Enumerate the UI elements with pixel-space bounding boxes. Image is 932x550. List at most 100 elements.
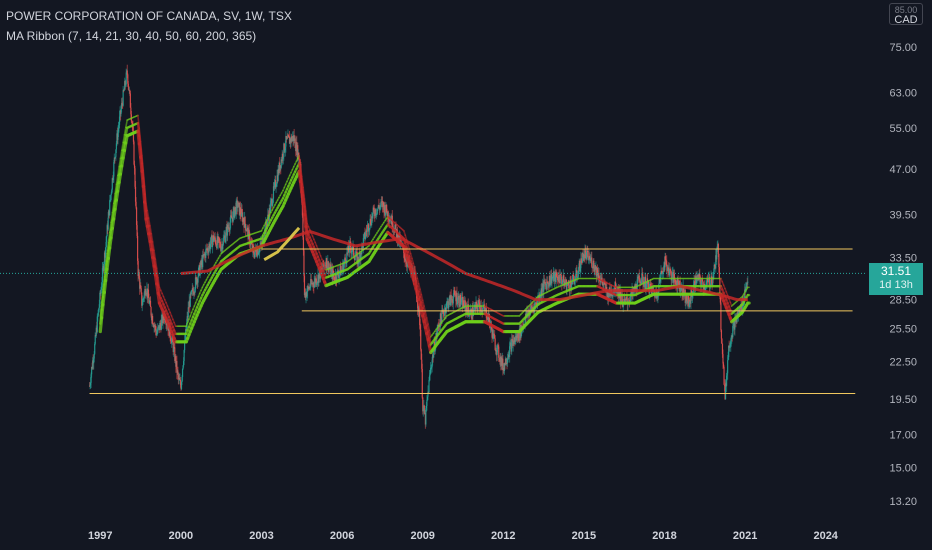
ma-fast-line — [145, 202, 149, 212]
candle-body — [726, 375, 728, 386]
candle-body — [92, 360, 94, 369]
time-axis[interactable]: 1997 2000 2003 2006 2009 2012 2015 2018 2021 2024 — [88, 530, 839, 542]
candle-body — [716, 246, 718, 250]
candle-body — [464, 300, 466, 304]
candle-body — [666, 261, 668, 267]
candle-body — [258, 247, 261, 253]
candle-body — [559, 274, 561, 284]
candle-body — [580, 258, 582, 269]
candle-body — [190, 290, 192, 295]
candle-body — [604, 283, 606, 285]
candle-body — [88, 385, 91, 387]
candle-body — [346, 252, 348, 254]
candle-body — [125, 72, 127, 85]
candle-body — [575, 273, 577, 280]
candle-body — [704, 288, 707, 290]
candle-body — [473, 307, 476, 309]
candle-body — [695, 275, 697, 284]
candle-body — [584, 250, 587, 253]
candle-body — [120, 109, 122, 115]
candle-body — [668, 267, 670, 276]
ma-fast-line — [120, 141, 124, 152]
ma-fast-line — [112, 207, 117, 221]
candle-body — [582, 252, 584, 255]
candle-body — [312, 282, 314, 286]
candle-body — [140, 285, 142, 289]
candle-body — [578, 267, 580, 272]
candle-body — [330, 269, 332, 276]
currency-badge[interactable]: 85.00 CAD — [889, 3, 923, 26]
candle-body — [244, 217, 246, 225]
candle-body — [420, 349, 422, 360]
candle-body — [674, 280, 677, 285]
candle-body — [272, 186, 275, 199]
price-tick-label: 75.00 — [889, 42, 917, 54]
candle-body — [124, 81, 126, 86]
candle-body — [287, 135, 290, 137]
candle-body — [258, 252, 260, 254]
ma-fast-line — [102, 279, 108, 295]
candle-body — [150, 306, 152, 316]
candle-body — [379, 205, 382, 207]
ma-fast-line — [150, 232, 154, 243]
candle-body — [730, 340, 732, 346]
candle-body — [592, 267, 594, 269]
candle-body — [677, 277, 679, 283]
indicator-title[interactable]: MA Ribbon (7, 14, 21, 30, 40, 50, 60, 20… — [6, 29, 257, 43]
ma-fast-line — [427, 323, 431, 332]
candle-body — [284, 150, 286, 152]
price-tick-label: 33.50 — [889, 252, 917, 264]
candle-body — [485, 308, 487, 318]
candle-body — [739, 306, 741, 314]
ma-fast-line — [119, 149, 123, 160]
candle-body — [577, 276, 579, 278]
candle-body — [125, 84, 127, 86]
price-axis[interactable]: 75.00 63.00 55.00 47.00 39.50 33.50 28.50 25.50… — [889, 42, 917, 508]
candle-body — [745, 287, 747, 289]
candle-body — [732, 325, 734, 338]
candle-body — [456, 292, 458, 304]
candle-body — [718, 267, 720, 279]
candle-body — [103, 252, 106, 264]
candle-body — [239, 207, 242, 215]
candle-body — [544, 282, 546, 285]
candle-body — [693, 281, 696, 289]
ma-fast-line — [108, 236, 113, 250]
candle-body — [744, 289, 746, 301]
candle-body — [425, 405, 428, 409]
candle-body — [436, 331, 438, 337]
candle-body — [309, 287, 311, 289]
candle-body — [134, 168, 136, 187]
candle-body — [129, 90, 131, 94]
candle-body — [202, 254, 204, 268]
candle-body — [457, 297, 459, 304]
candle-body — [427, 391, 429, 397]
time-tick-label: 2015 — [572, 530, 596, 542]
candle-body — [718, 253, 720, 268]
candle-body — [712, 277, 714, 285]
candle-body — [173, 346, 175, 348]
candle-body — [588, 259, 590, 261]
candle-body — [285, 136, 287, 147]
candle-body — [721, 338, 723, 344]
candle-body — [661, 271, 664, 274]
candle-body — [624, 298, 626, 302]
time-tick-label: 1997 — [88, 530, 112, 542]
time-tick-label: 2024 — [813, 530, 838, 542]
symbol-title[interactable]: POWER CORPORATION OF CANADA, SV, 1W, TSX — [6, 9, 292, 23]
candle-body — [359, 253, 361, 255]
candle-body — [494, 338, 496, 350]
ma-fast-line — [415, 272, 419, 280]
candle-body — [113, 162, 115, 177]
candle-body — [148, 302, 151, 304]
candle-body — [601, 277, 603, 282]
candle-body — [577, 271, 579, 277]
time-tick-label: 2018 — [652, 530, 676, 542]
candle-body — [395, 224, 397, 230]
candle-body — [212, 235, 215, 242]
candle-body — [450, 295, 452, 306]
candle-body — [237, 202, 239, 207]
candle-body — [640, 282, 642, 284]
candle-body — [746, 282, 748, 284]
